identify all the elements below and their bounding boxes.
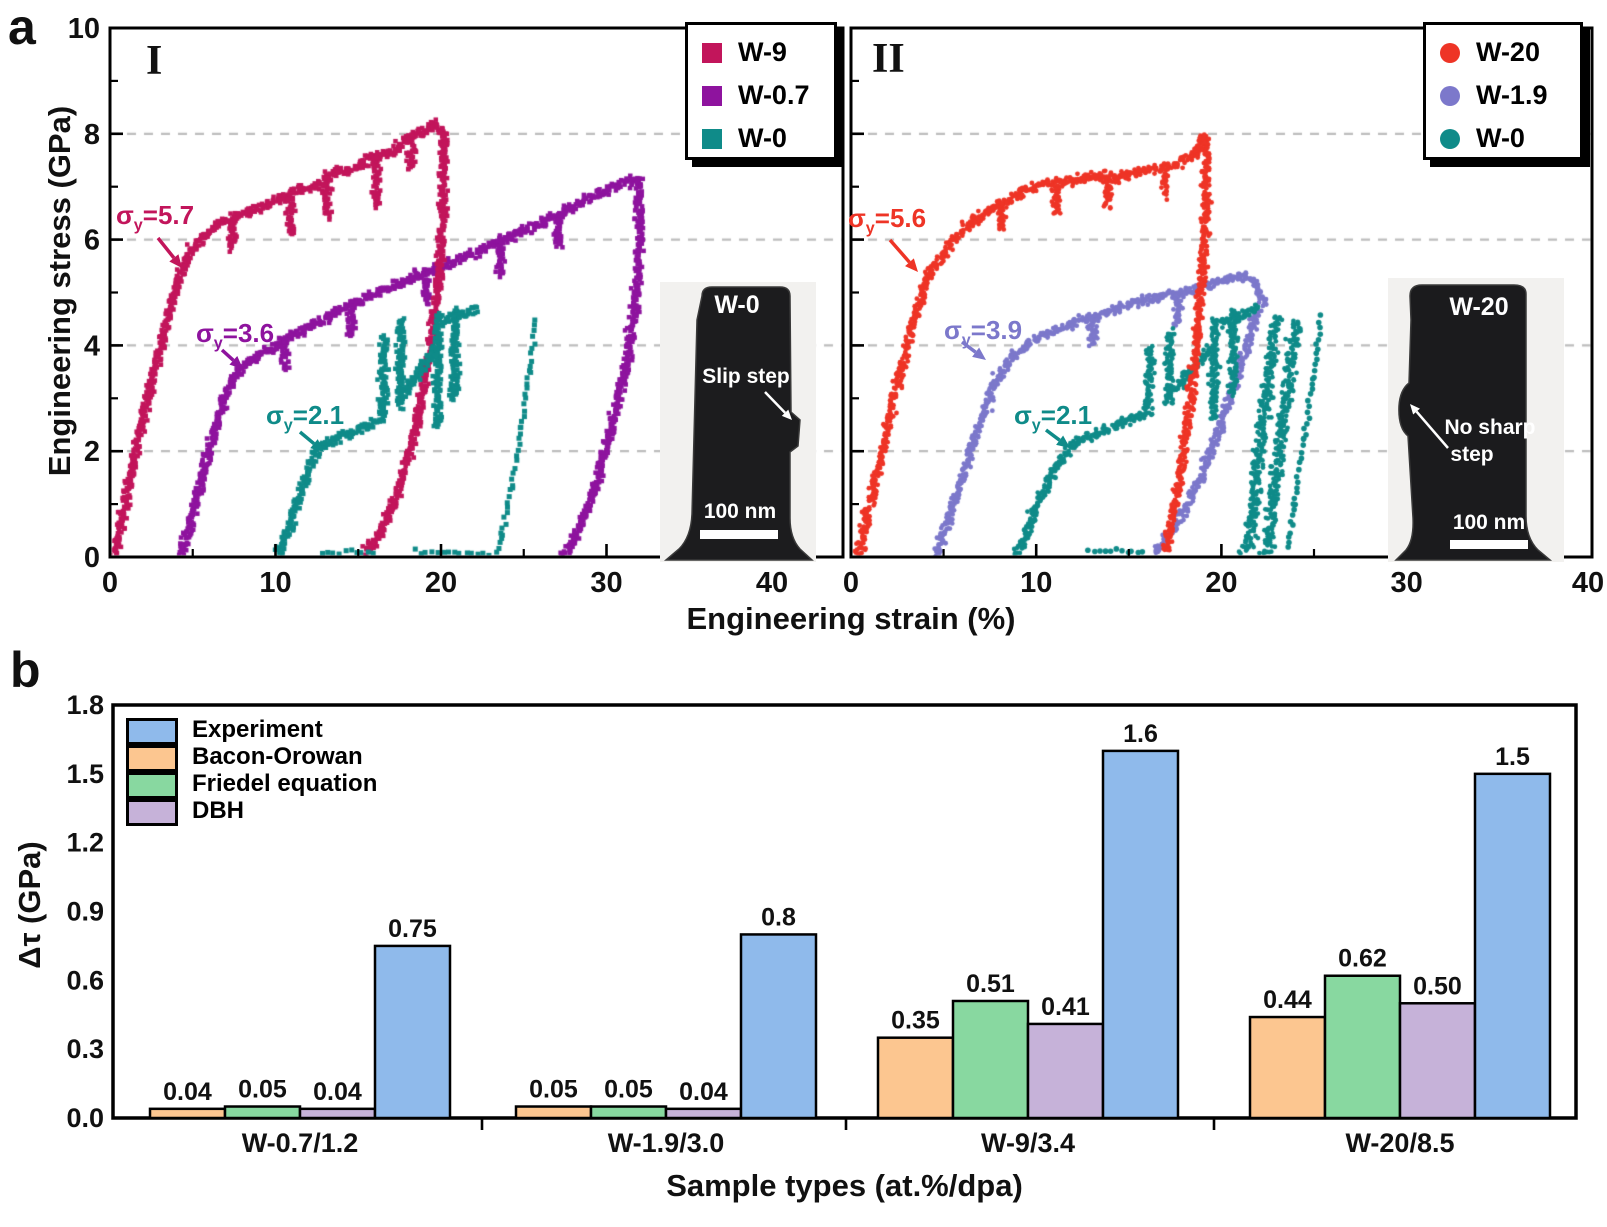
legend-label: W-0: [738, 123, 787, 153]
inset-II-scalebar-label: 100 nm: [1452, 511, 1526, 534]
svg-text:0.6: 0.6: [66, 965, 104, 995]
svg-text:W-20/8.5: W-20/8.5: [1345, 1128, 1454, 1158]
legend-item: Bacon-Orowan: [126, 743, 377, 772]
svg-text:6: 6: [84, 225, 100, 257]
svg-text:0: 0: [102, 567, 118, 599]
legend-item: W-0: [702, 117, 834, 160]
legend-label: W-0: [1476, 123, 1525, 153]
yield-annotation-w0-I: σy=2.1: [266, 400, 345, 435]
svg-text:0.75: 0.75: [388, 915, 437, 943]
legend-label: DBH: [192, 797, 244, 824]
svg-text:40: 40: [756, 567, 788, 599]
legend-label: W-9: [738, 37, 787, 67]
friedel-swatch-icon: [126, 771, 178, 799]
svg-text:1.2: 1.2: [66, 828, 104, 858]
subpanel-I-label: I: [146, 38, 163, 84]
w20-marker-icon: [1440, 42, 1460, 63]
svg-text:1.8: 1.8: [66, 690, 104, 720]
svg-text:1.5: 1.5: [1495, 743, 1530, 771]
legend-item: DBH: [126, 797, 377, 826]
delta-tau-axis-title: Δτ (GPa): [12, 841, 47, 969]
legend-panel-II: W-20 W-1.9 W-0: [1423, 22, 1583, 160]
panel-b-letter: b: [10, 642, 41, 698]
legend-label: Bacon-Orowan: [192, 743, 363, 770]
dbh-swatch-icon: [126, 798, 178, 826]
svg-text:30: 30: [590, 567, 622, 599]
svg-text:0.05: 0.05: [529, 1076, 578, 1104]
svg-text:10: 10: [259, 567, 291, 599]
yield-annotation-w07: σy=3.6: [196, 318, 275, 353]
legend-item: Friedel equation: [126, 770, 378, 799]
svg-text:0.04: 0.04: [163, 1078, 212, 1106]
svg-text:1.6: 1.6: [1123, 720, 1158, 748]
strain-axis-title: Engineering strain (%): [686, 601, 1016, 636]
legend-label: Experiment: [192, 716, 323, 743]
panel-a-letter: a: [8, 0, 36, 55]
svg-text:40: 40: [1572, 567, 1604, 599]
yield-annotation-w19: σy=3.9: [944, 315, 1023, 350]
yield-annotation-w0-II: σy=2.1: [1014, 400, 1093, 435]
svg-text:0.8: 0.8: [761, 903, 796, 931]
svg-text:0.41: 0.41: [1041, 993, 1090, 1021]
svg-text:20: 20: [425, 567, 457, 599]
svg-text:0.05: 0.05: [238, 1076, 287, 1104]
svg-text:0.35: 0.35: [891, 1007, 940, 1035]
svg-text:1.5: 1.5: [66, 759, 104, 789]
legend-label: W-0.7: [738, 80, 810, 110]
svg-text:8: 8: [84, 119, 100, 151]
legend-panel-b: Experiment Bacon-Orowan Friedel equation…: [126, 716, 378, 826]
w9-marker-icon: [702, 42, 722, 63]
inset-I-title: W-0: [714, 291, 760, 319]
svg-text:4: 4: [84, 330, 100, 362]
legend-item: Experiment: [126, 716, 377, 745]
inset-I-note: Slip step: [702, 365, 790, 388]
svg-text:0.04: 0.04: [679, 1078, 728, 1106]
svg-text:0.9: 0.9: [66, 897, 104, 927]
svg-text:0.62: 0.62: [1338, 945, 1387, 973]
legend-item: W-1.9: [1440, 74, 1580, 117]
yield-annotation-w9: σy=5.7: [116, 200, 195, 235]
legend-label: W-1.9: [1476, 80, 1548, 110]
svg-text:0.44: 0.44: [1263, 986, 1312, 1014]
svg-text:0.51: 0.51: [966, 970, 1015, 998]
sample-types-axis-title: Sample types (at.%/dpa): [666, 1168, 1023, 1203]
svg-text:0: 0: [843, 567, 859, 599]
legend-item: W-0: [1440, 117, 1580, 160]
svg-text:10: 10: [1020, 567, 1052, 599]
inset-II-title: W-20: [1449, 293, 1509, 321]
inset-I-scalebar-label: 100 nm: [703, 500, 777, 523]
stress-axis-title: Engineering stress (GPa): [42, 105, 77, 477]
legend-item: W-20: [1440, 31, 1580, 74]
svg-text:0.50: 0.50: [1413, 972, 1462, 1000]
svg-text:W-1.9/3.0: W-1.9/3.0: [608, 1128, 725, 1158]
svg-text:W-0.7/1.2: W-0.7/1.2: [242, 1128, 359, 1158]
svg-text:0.04: 0.04: [313, 1078, 362, 1106]
w0-marker-icon: [702, 128, 722, 149]
legend-item: W-0.7: [702, 74, 834, 117]
w07-marker-icon: [702, 85, 722, 106]
legend-label: W-20: [1476, 37, 1540, 67]
bacon-orowan-swatch-icon: [126, 744, 178, 772]
svg-text:30: 30: [1390, 567, 1422, 599]
svg-text:0.3: 0.3: [66, 1034, 104, 1064]
svg-text:20: 20: [1205, 567, 1237, 599]
subpanel-II-label: II: [872, 36, 905, 82]
inset-II-note-line2: step: [1450, 443, 1494, 466]
svg-text:W-9/3.4: W-9/3.4: [981, 1128, 1075, 1158]
experiment-swatch-icon: [126, 717, 178, 745]
inset-II-note-line1: No sharp: [1444, 416, 1536, 439]
legend-panel-I: W-9 W-0.7 W-0: [685, 22, 837, 160]
svg-text:0.05: 0.05: [604, 1076, 653, 1104]
w19-marker-icon: [1440, 85, 1460, 106]
legend-label: Friedel equation: [192, 770, 378, 797]
svg-text:2: 2: [84, 436, 100, 468]
legend-item: W-9: [702, 31, 834, 74]
svg-text:0.0: 0.0: [66, 1103, 104, 1133]
svg-text:10: 10: [68, 13, 100, 45]
svg-text:0: 0: [84, 542, 100, 574]
yield-annotation-w20: σy=5.6: [848, 203, 927, 238]
w0-marker-icon: [1440, 128, 1460, 149]
